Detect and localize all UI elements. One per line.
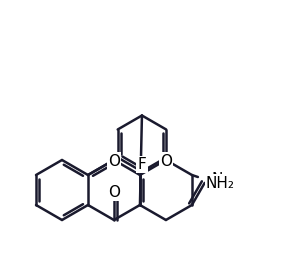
- Text: N: N: [212, 172, 223, 188]
- Text: NH₂: NH₂: [206, 176, 235, 191]
- Text: O: O: [108, 154, 120, 169]
- Text: O: O: [160, 154, 172, 169]
- Text: F: F: [137, 157, 146, 172]
- Text: O: O: [108, 185, 120, 200]
